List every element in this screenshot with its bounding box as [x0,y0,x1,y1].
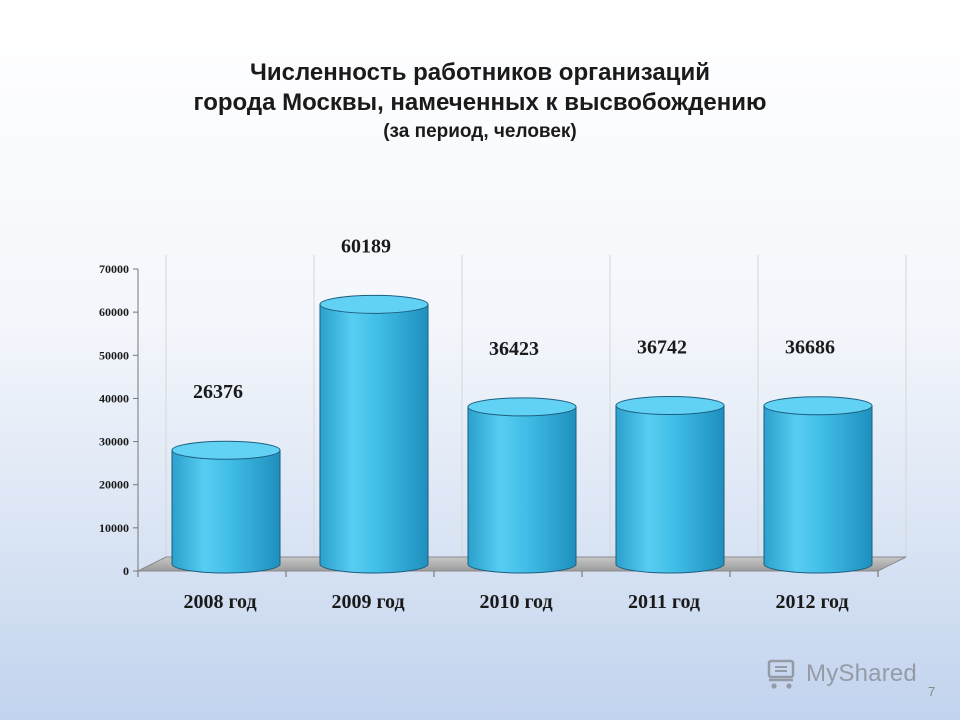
bar-top [171,440,281,460]
page-number: 7 [928,684,936,699]
data-label: 36686 [785,337,835,359]
bar-top [319,294,429,314]
chart-subtitle: (за период, человек) [383,121,577,142]
x-axis: 2008 год 2009 год 2010 год 2011 год 2012 год [137,571,879,613]
data-label: 36742 [637,336,687,358]
data-label: 26376 [193,381,243,403]
bar [171,440,281,574]
bar [763,396,873,574]
shopping-cart-icon [767,659,795,689]
data-labels: 26376 60189 36423 36742 36686 [193,235,835,403]
x-tick-label: 2012 год [775,591,848,613]
x-tick-label: 2011 год [628,591,700,613]
bar-top [467,397,577,417]
y-tick-label: 70000 [99,262,129,276]
y-tick-label: 50000 [99,348,129,362]
bar-body [763,405,873,574]
data-label: 60189 [341,235,391,257]
y-tick-label: 60000 [99,305,129,319]
data-label: 36423 [489,338,539,360]
title-line-2: города Москвы, намеченных к высвобождени… [193,89,767,116]
y-tick-label: 30000 [99,435,129,449]
bars [171,294,873,574]
y-tick-label: 40000 [99,391,129,405]
watermark: MyShared [766,656,917,692]
bar-body [319,303,429,574]
y-axis: 0 10000 20000 30000 40000 50000 60000 70000 [99,262,139,578]
bar-top [615,395,725,415]
bar [467,397,577,574]
x-tick-label: 2009 год [331,591,404,613]
bar-body [171,449,281,574]
grid-lines [165,255,907,557]
y-tick-label: 10000 [99,521,129,535]
title-line-1: Численность работников организаций [250,59,710,86]
y-tick-label: 0 [123,564,129,578]
bar [615,395,725,574]
bar-body [615,404,725,574]
chart-title: Численность работников организаций город… [0,58,960,146]
watermark-text: MyShared [806,660,917,687]
x-tick-label: 2010 год [479,591,552,613]
bar [319,294,429,574]
x-tick-label: 2008 год [183,591,256,613]
bar-top [763,396,873,416]
bar-body [467,406,577,574]
y-tick-label: 20000 [99,478,129,492]
